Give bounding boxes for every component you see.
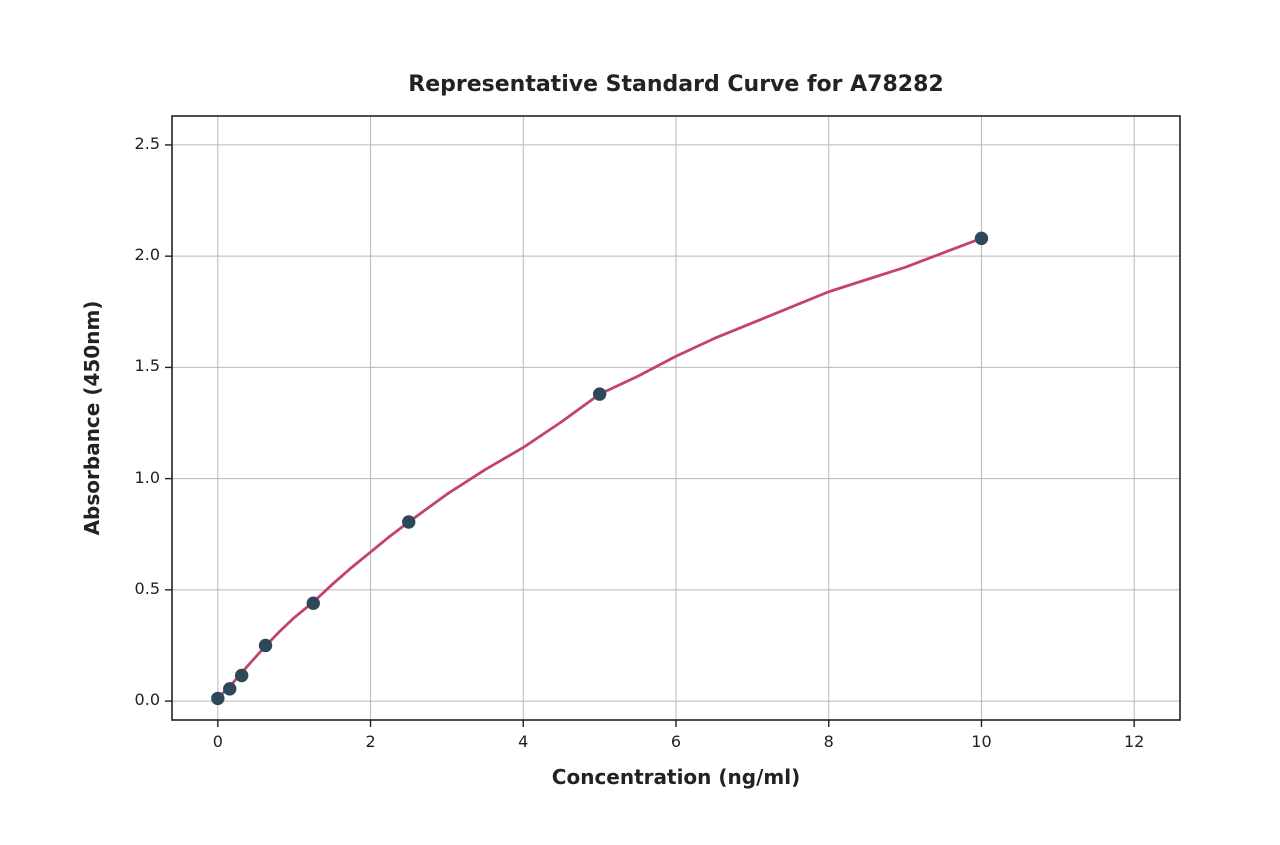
data-point xyxy=(224,683,236,695)
y-tick-label: 0.5 xyxy=(135,579,160,598)
data-point xyxy=(307,597,319,609)
x-axis-label: Concentration (ng/ml) xyxy=(172,765,1180,789)
y-tick-label: 1.0 xyxy=(135,468,160,487)
y-tick-label: 1.5 xyxy=(135,356,160,375)
x-tick-label: 4 xyxy=(503,732,543,751)
x-tick-label: 6 xyxy=(656,732,696,751)
x-tick-label: 12 xyxy=(1114,732,1154,751)
x-tick-label: 0 xyxy=(198,732,238,751)
data-point xyxy=(403,516,415,528)
data-point xyxy=(259,639,271,651)
data-point xyxy=(212,692,224,704)
x-tick-label: 2 xyxy=(351,732,391,751)
chart-container: Representative Standard Curve for A78282… xyxy=(0,0,1280,845)
x-tick-label: 8 xyxy=(809,732,849,751)
y-tick-label: 2.5 xyxy=(135,134,160,153)
x-tick-label: 10 xyxy=(961,732,1001,751)
y-tick-label: 0.0 xyxy=(135,690,160,709)
y-axis-label: Absorbance (450nm) xyxy=(80,301,104,536)
data-point xyxy=(593,388,605,400)
y-tick-label: 2.0 xyxy=(135,245,160,264)
chart-title: Representative Standard Curve for A78282 xyxy=(172,72,1180,97)
data-point xyxy=(235,669,247,681)
data-point xyxy=(975,232,987,244)
chart-svg xyxy=(0,0,1280,845)
